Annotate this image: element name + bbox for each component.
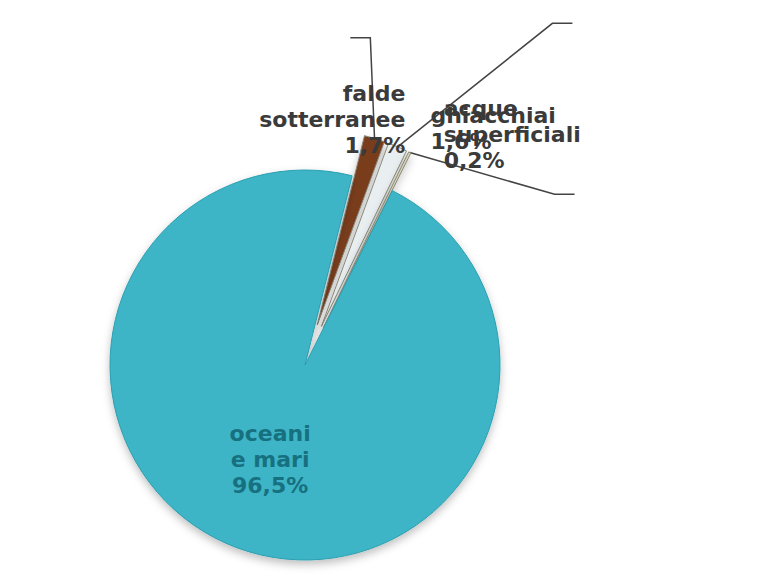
svg-text:96,5%: 96,5% — [232, 473, 308, 498]
svg-text:sotterranee: sotterranee — [259, 107, 405, 132]
svg-text:superficiali: superficiali — [444, 122, 581, 147]
svg-text:e mari: e mari — [231, 447, 310, 472]
svg-text:falde: falde — [343, 81, 406, 106]
svg-text:oceani: oceani — [230, 421, 311, 446]
svg-text:1,7%: 1,7% — [344, 133, 405, 158]
svg-text:acque: acque — [444, 96, 518, 121]
svg-text:0,2%: 0,2% — [444, 148, 505, 173]
